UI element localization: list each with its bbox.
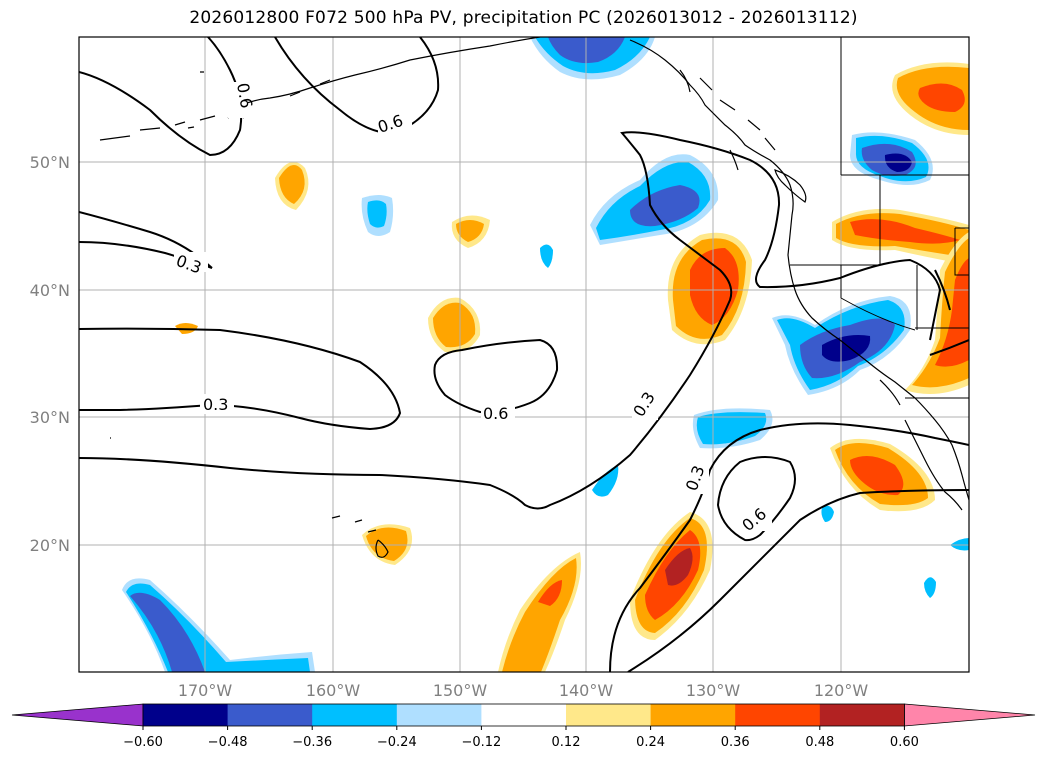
colorbar-tick-label: −0.60 (123, 735, 163, 750)
precip-blob-orange-150w (428, 297, 481, 353)
precip-blob-orange-163w (275, 161, 309, 210)
colorbar-tick-label: −0.48 (208, 735, 248, 750)
lat-tick-label: 20°N (30, 536, 70, 555)
colorbar-extend-min (11, 703, 144, 727)
precip-blob-orange-145w (498, 552, 581, 672)
colorbar-tick-label: −0.12 (461, 735, 501, 750)
precip-blob-orange-149w (451, 215, 490, 248)
lat-labels: 50°N 40°N 30°N 20°N (30, 153, 70, 555)
precip-blob-blue-117w (924, 577, 936, 598)
colorbar-box (312, 704, 398, 726)
precip-blob-red-133w (630, 512, 713, 640)
colorbar-box (143, 704, 229, 726)
precip-blob-north-blue (530, 37, 655, 80)
colorbar-box (819, 704, 905, 726)
contour-label-4: 0.3 (203, 395, 228, 414)
lon-tick-label: 120°W (814, 681, 869, 700)
lat-tick-label: 50°N (30, 153, 70, 172)
colorbar-tick-label: 0.60 (890, 735, 919, 750)
precip-blob-blue-50n (850, 132, 933, 185)
precip-blob-orange-45n (832, 208, 969, 265)
precip-blob-blue-121w (821, 505, 834, 522)
colorbar-box (566, 704, 652, 726)
colorbar-box (481, 704, 567, 726)
colorbar-tick-label: −0.24 (377, 735, 417, 750)
map-content: 0.6 0.6 0.3 0.3 0.6 0.3 0.3 0.6 (79, 37, 969, 672)
lon-tick-label: 150°W (433, 681, 488, 700)
colorbar-extend-max (904, 703, 1036, 727)
pv-contours (79, 37, 969, 672)
precip-blob-blue-sw (122, 578, 315, 672)
colorbar-box (396, 704, 482, 726)
precip-blob-orange-118w (830, 438, 935, 512)
lon-tick-label: 130°W (686, 681, 741, 700)
precip-blob-blue-155w (361, 195, 394, 236)
colorbar-tick-label: 0.24 (636, 735, 665, 750)
precip-blob-ne-orange (892, 62, 969, 135)
lon-labels: 170°W 160°W 150°W 140°W 130°W 120°W (178, 681, 869, 700)
colorbar: −0.60 −0.48 −0.36 −0.24 −0.12 0.12 0.24 0.36 0.4… (11, 703, 1036, 750)
map-border (78, 36, 970, 673)
lon-tick-label: 160°W (306, 681, 361, 700)
lon-tick-label: 170°W (178, 681, 233, 700)
colorbar-box (650, 704, 736, 726)
contour-labels: 0.6 0.6 0.3 0.3 0.6 0.3 0.3 0.6 (174, 81, 772, 535)
colorbar-tick-label: 0.36 (721, 735, 750, 750)
precip-blob-blue-east-edge (950, 538, 969, 551)
precip-blob-blue-143w (540, 244, 553, 268)
colorbar-outline (142, 703, 905, 727)
gridlines (79, 37, 969, 672)
political-borders (790, 37, 969, 399)
precip-blob-blue-140w (592, 465, 619, 497)
lat-tick-label: 30°N (30, 408, 70, 427)
coastlines (99, 37, 969, 558)
colorbar-tick-label: 0.48 (805, 735, 834, 750)
colorbar-tick-label: 0.12 (552, 735, 581, 750)
lat-tick-label: 40°N (30, 281, 70, 300)
colorbar-box (227, 704, 313, 726)
chart-title: 2026012800 F072 500 hPa PV, precipitatio… (189, 8, 858, 28)
colorbar-tick-label: −0.36 (292, 735, 332, 750)
contour-label-1: 0.6 (233, 81, 256, 109)
contour-label-5: 0.6 (483, 404, 508, 423)
precip-blob-blue-135w (590, 154, 719, 245)
colorbar-box (735, 704, 821, 726)
lon-tick-label: 140°W (559, 681, 614, 700)
